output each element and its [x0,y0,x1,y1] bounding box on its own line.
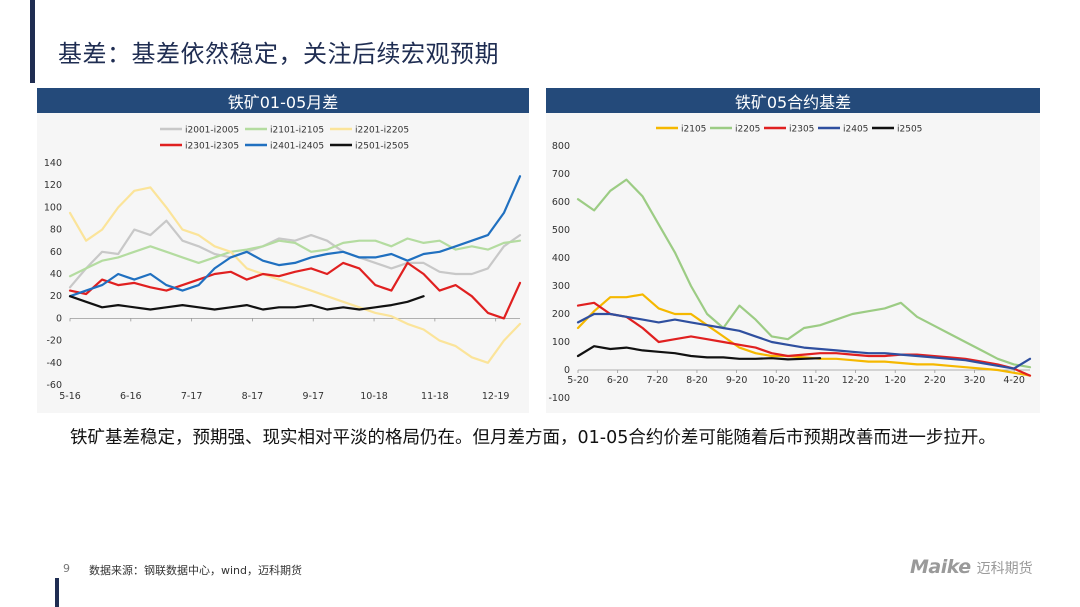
y-tick-label: 800 [552,141,570,152]
legend-label: i2001-i2005 [185,126,239,136]
x-tick-label: 7-17 [181,391,203,402]
y-tick-label: 100 [552,337,570,348]
series-line-i2405 [576,312,1032,370]
body-text: 铁矿基差稳定，预期强、现实相对平淡的格局仍在。但月差方面，01-05合约价差可能… [70,428,996,448]
legend-label: i2401-i2405 [270,142,324,152]
series-line-i2501-i2505 [68,295,425,311]
x-tick-label: 11-20 [802,375,830,386]
y-tick-label: 40 [50,269,62,280]
x-tick-label: 5-20 [567,375,589,386]
y-tick-label: 120 [44,180,62,191]
x-tick-label: 12-20 [842,375,870,386]
y-tick-label: -20 [46,336,62,347]
series-line-i2305 [576,301,1032,377]
x-tick-label: 5-16 [59,391,81,402]
y-tick-label: -100 [548,393,570,404]
y-tick-label: 300 [552,281,570,292]
footer-accent-bar [55,578,59,607]
series-line-i2201-i2205 [68,186,522,364]
series-line-i2001-i2005 [68,219,522,289]
legend-label: i2201-i2205 [355,126,409,136]
data-source: 数据来源：钢联数据中心，wind，迈科期货 [89,564,303,577]
series-line-i2301-i2305 [68,261,522,320]
x-tick-label: 7-20 [647,375,669,386]
x-tick-label: 8-20 [686,375,708,386]
legend-label: i2101-i2105 [270,126,324,136]
y-tick-label: -60 [46,380,62,391]
y-tick-label: 100 [44,202,62,213]
right-chart-panel [546,113,1040,413]
legend-label: i2205 [735,125,760,135]
series-line-i2105 [576,293,1032,377]
y-tick-label: 80 [50,225,62,236]
x-tick-label: 2-20 [924,375,946,386]
x-tick-label: 3-20 [964,375,986,386]
left-chart-title: 铁矿01-05月差 [37,88,529,113]
series-line-i2101-i2105 [68,237,522,278]
x-tick-label: 9-20 [726,375,748,386]
series-line-i2505 [576,345,822,361]
y-tick-label: 140 [44,158,62,169]
right-chart-title: 铁矿05合约基差 [546,88,1040,113]
legend-label: i2305 [789,125,814,135]
chart-0: -60 -40 -20 0 20 40 60 80 100 120 140 5-16 6-16 7-17 8… [44,126,522,402]
y-tick-label: 20 [50,291,62,302]
legend-label: i2501-i2505 [355,142,409,152]
legend-label: i2505 [897,125,922,135]
y-tick-label: 500 [552,225,570,236]
x-tick-label: 6-16 [120,391,142,402]
title-accent-bar [30,0,35,83]
page-number: 9 [63,562,70,575]
x-tick-label: 10-20 [762,375,790,386]
page-title: 基差：基差依然稳定，关注后续宏观预期 [58,40,499,68]
legend-label: i2405 [843,125,868,135]
maike-logo: Maike 迈科期货 [910,556,1033,578]
x-tick-label: 4-20 [1003,375,1025,386]
y-tick-label: 700 [552,169,570,180]
legend-label: i2301-i2305 [185,142,239,152]
y-tick-label: 600 [552,197,570,208]
logo-mark: Maike [910,556,971,578]
x-tick-label: 11-18 [421,391,449,402]
left-chart-panel [37,113,529,413]
y-tick-label: 0 [564,365,570,376]
y-tick-label: -40 [46,358,62,369]
legend-label: i2105 [681,125,706,135]
series-line-i2401-i2405 [68,175,522,298]
x-tick-label: 6-20 [607,375,629,386]
x-tick-label: 8-17 [242,391,264,402]
y-tick-label: 400 [552,253,570,264]
x-tick-label: 1-20 [884,375,906,386]
y-tick-label: 60 [50,247,62,258]
chart-1: -100 0 100 200 300 400 500 600 700 800 5-20 6-20 7-2… [548,125,1032,404]
y-tick-label: 0 [56,313,62,324]
series-line-i2205 [576,178,1032,369]
y-tick-label: 200 [552,309,570,320]
x-tick-label: 10-18 [360,391,388,402]
logo-company-name: 迈科期货 [976,561,1033,577]
x-tick-label: 9-17 [302,391,324,402]
x-tick-label: 12-19 [482,391,510,402]
